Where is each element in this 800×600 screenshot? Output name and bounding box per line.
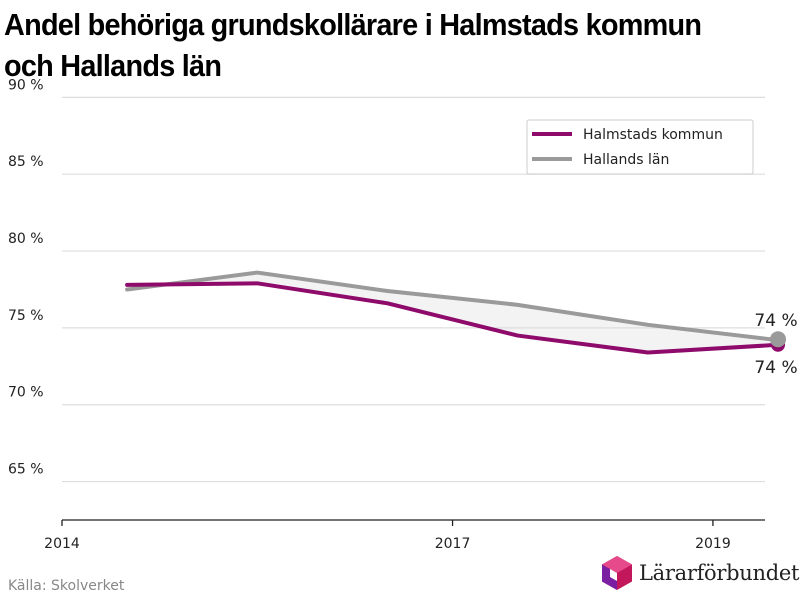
legend-entry: Halmstads kommun (583, 127, 723, 143)
y-tick-label: 90 % (8, 77, 44, 93)
y-tick-label: 80 % (8, 231, 44, 247)
y-tick-label: 75 % (8, 308, 44, 324)
brand-name: Lärarförbundet (639, 561, 800, 585)
y-tick-label: 70 % (8, 385, 44, 401)
y-axis: 65 % 70 % 75 % 80 % 85 % 90 % (8, 77, 44, 477)
series-line-1 (125, 270, 781, 343)
x-tick-label: 2017 (435, 536, 471, 552)
chart-title: Andel behöriga grundskollärare i Halmsta… (4, 7, 702, 83)
grid-lines (62, 96, 765, 483)
brand-logo: Lärarförbundet (601, 555, 799, 591)
end-label-halland: 74 % (754, 311, 797, 331)
series-line-0 (125, 281, 781, 355)
x-tick-label: 2014 (44, 536, 80, 552)
end-point-halland (770, 331, 787, 348)
y-tick-label: 65 % (8, 462, 44, 478)
series-lines (125, 270, 781, 355)
end-markers: 74 % 74 % (754, 311, 797, 378)
x-axis: 2014 2017 2019 (44, 519, 765, 552)
legend-entry: Hallands län (583, 152, 669, 168)
y-tick-label: 85 % (8, 154, 44, 170)
difference-band (127, 272, 779, 353)
source-note: Källa: Skolverket (8, 578, 125, 594)
x-tick-label: 2019 (695, 536, 731, 552)
end-label-halmstad: 74 % (754, 358, 797, 378)
lararforbundet-logo-icon (602, 556, 632, 590)
legend-box (526, 119, 754, 175)
legend: Halmstads kommun Hallands län (526, 119, 754, 175)
